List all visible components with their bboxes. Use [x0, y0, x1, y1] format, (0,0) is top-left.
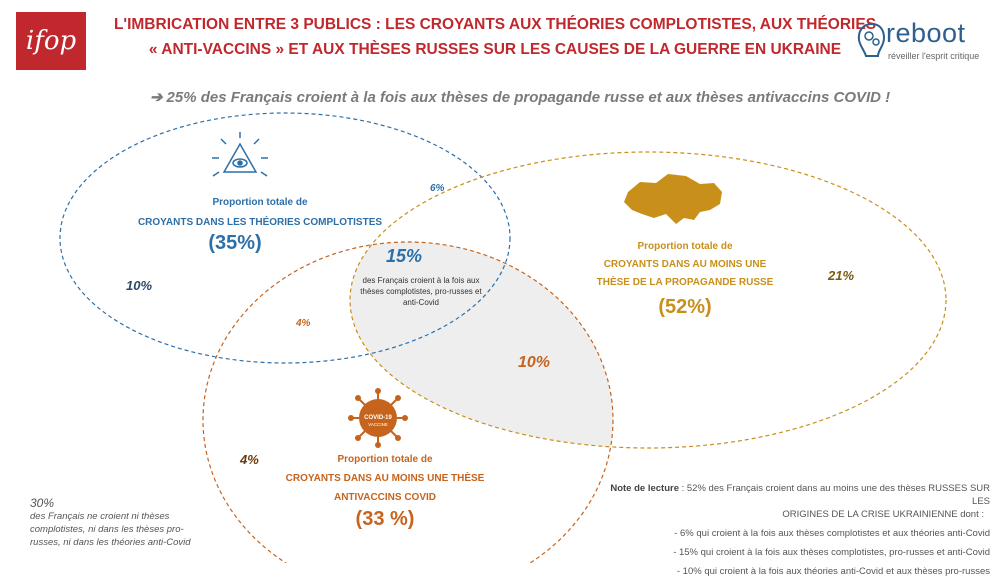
reading-note-item-2: - 15% qui croient à la fois aux thèses c… — [673, 547, 990, 558]
conspiracy-circle — [59, 112, 511, 364]
outside-desc-1: des Français ne croient ni thèses — [30, 511, 170, 522]
eye-pyramid-icon — [212, 132, 268, 177]
headline: ➔ 25% des Français croient à la fois aux… — [149, 89, 891, 106]
overlap-all-three-desc-1: des Français croient à la fois aux — [362, 276, 480, 285]
reboot-head-icon — [857, 22, 886, 57]
antivax-label-line-2: CROYANTS DANS AU MOINS UNE THÈSE — [285, 473, 485, 484]
russia-circle — [349, 151, 947, 449]
reboot-logo-tagline: réveiller l'esprit critique — [888, 51, 980, 61]
covid-virus-icon: COVID-19 VACCINE — [348, 388, 408, 448]
reading-note-text-1: : 52% des Français croient dans au moins… — [678, 483, 990, 507]
overlap-russia-antivax-pct: 10% — [518, 354, 551, 371]
reading-note-item-3: - 10% qui croient à la fois aux théories… — [676, 566, 990, 577]
page-title: L'IMBRICATION ENTRE 3 PUBLICS : LES CROY… — [95, 12, 895, 62]
russia-only-pct: 21% — [828, 268, 855, 283]
title-line-1: L'IMBRICATION ENTRE 3 PUBLICS : LES CROY… — [113, 16, 877, 33]
conspiracy-label-line-2: CROYANTS DANS LES THÉORIES COMPLOTISTES — [137, 217, 383, 228]
overlap-conspiracy-antivax-pct: 4% — [296, 318, 311, 329]
conspiracy-total: (35%) — [208, 232, 262, 254]
covid-icon-text-1: COVID-19 — [364, 415, 392, 421]
reading-note-item-1: - 6% qui croient à la fois aux thèses co… — [674, 528, 990, 539]
overlap-conspiracy-russia-pct: 6% — [430, 183, 445, 194]
reading-note-text-2: ORIGINES DE LA CRISE UKRAINIENNE dont : — [782, 509, 984, 520]
reboot-logo-word: reboot — [886, 18, 966, 48]
conspiracy-label-line-1: Proportion totale de — [212, 197, 308, 208]
ukraine-map-icon — [624, 174, 722, 224]
outside-value: 30% — [30, 496, 55, 510]
russia-label-line-3: THÈSE DE LA PROPAGANDE RUSSE — [596, 277, 774, 288]
outside-note: 30% des Français ne croient ni thèses co… — [30, 497, 230, 549]
outside-desc-3: russes, ni dans les théories anti-Covid — [30, 537, 191, 548]
ifop-logo-text: ifop — [25, 26, 77, 56]
title-line-2: « ANTI-VACCINS » ET AUX THÈSES RUSSES SU… — [148, 41, 842, 58]
overlap-all-three-desc-2: thèses complotistes, pro-russes et — [360, 287, 482, 296]
russia-label: Proportion totale de CROYANTS DANS AU MO… — [570, 238, 800, 292]
reading-note: Note de lecture : 52% des Français croie… — [595, 482, 990, 578]
overlap-all-three-desc: des Français croient à la fois aux thèse… — [346, 275, 496, 308]
outside-desc-2: complotistes, ni dans les thèses pro- — [30, 524, 184, 535]
russia-total: (52%) — [658, 296, 712, 318]
antivax-label: Proportion totale de CROYANTS DANS AU MO… — [260, 450, 510, 507]
overlap-all-three-pct: 15% — [386, 246, 423, 266]
antivax-total: (33 %) — [355, 508, 415, 530]
russia-label-line-2: CROYANTS DANS AU MOINS UNE — [603, 259, 767, 270]
ifop-logo: ifop — [16, 12, 86, 70]
antivax-label-line-3: ANTIVACCINS COVID — [333, 492, 437, 503]
covid-icon-text-2: VACCINE — [368, 422, 388, 427]
overlap-all-three-desc-3: anti-Covid — [402, 298, 439, 307]
venn-diagram: COVID-19 VACCINE — [59, 112, 947, 563]
antivax-only-pct: 4% — [240, 452, 259, 467]
antivax-label-line-1: Proportion totale de — [337, 454, 433, 465]
reboot-logo: reboot réveiller l'esprit critique — [852, 18, 992, 70]
russia-label-line-1: Proportion totale de — [637, 241, 733, 252]
conspiracy-only-pct: 10% — [126, 278, 153, 293]
antivax-circle — [202, 241, 614, 563]
conspiracy-label: Proportion totale de CROYANTS DANS LES T… — [110, 193, 410, 233]
reading-note-head: Note de lecture — [610, 483, 679, 494]
